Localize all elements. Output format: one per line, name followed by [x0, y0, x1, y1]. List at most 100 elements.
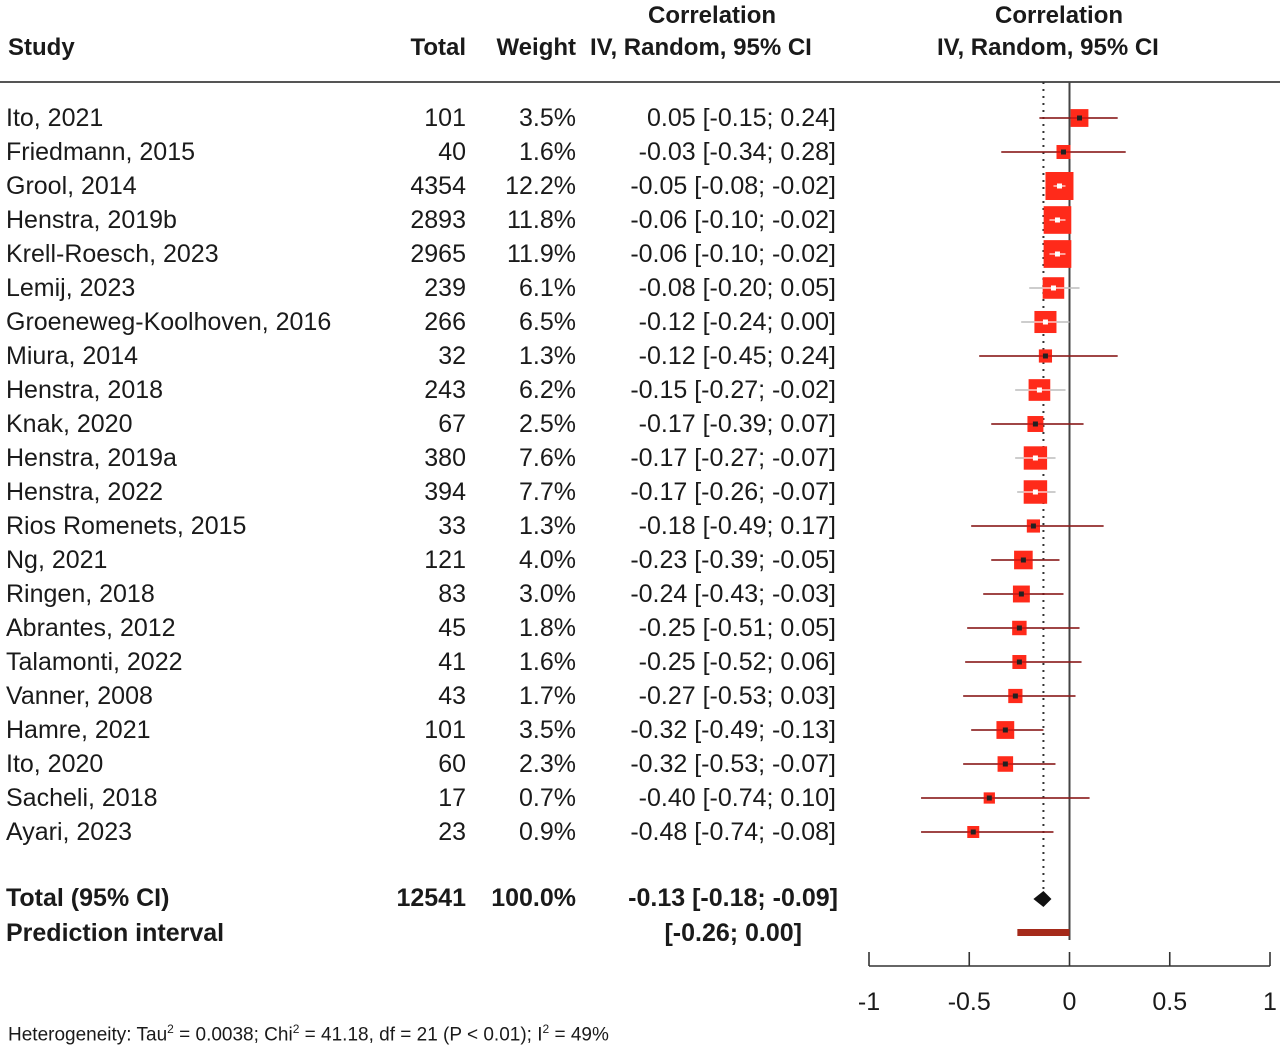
study-weight: 3.5% — [519, 716, 576, 744]
study-point-estimate — [1012, 693, 1018, 699]
total-ci: -0.13 [-0.18; -0.09] — [628, 884, 838, 912]
study-total: 394 — [424, 478, 466, 506]
study-point-estimate — [1056, 183, 1062, 189]
study-ci: -0.12 [-0.45; 0.24] — [638, 342, 836, 370]
study-weight: 0.9% — [519, 818, 576, 846]
study-point-estimate — [970, 829, 976, 835]
study-ci: -0.25 [-0.51; 0.05] — [638, 614, 836, 642]
study-total: 266 — [424, 308, 466, 336]
study-weight: 11.9% — [506, 240, 576, 268]
study-ci: -0.32 [-0.49; -0.13] — [630, 716, 836, 744]
study-name: Lemij, 2023 — [6, 274, 136, 302]
study-total: 17 — [438, 784, 466, 812]
study-total: 67 — [438, 410, 466, 438]
study-total: 41 — [438, 648, 466, 676]
study-ci: -0.27 [-0.53; 0.03] — [638, 682, 836, 710]
study-weight: 3.0% — [519, 580, 576, 608]
x-tick-label: 0 — [1063, 988, 1077, 1016]
study-total: 32 — [438, 342, 466, 370]
study-ci: -0.18 [-0.49; 0.17] — [638, 512, 836, 540]
study-name: Knak, 2020 — [6, 410, 133, 438]
x-tick-label: -1 — [858, 988, 880, 1016]
study-name: Ito, 2020 — [6, 750, 104, 778]
study-point-estimate — [1036, 387, 1042, 393]
study-ci: -0.03 [-0.34; 0.28] — [638, 138, 836, 166]
study-weight: 11.8% — [506, 206, 576, 234]
study-ci: -0.17 [-0.26; -0.07] — [630, 478, 836, 506]
study-ci: -0.12 [-0.24; 0.00] — [638, 308, 836, 336]
study-total: 60 — [438, 750, 466, 778]
study-total: 239 — [424, 274, 466, 302]
study-name: Groeneweg-Koolhoven, 2016 — [6, 308, 332, 336]
study-name: Henstra, 2018 — [6, 376, 164, 404]
study-total: 23 — [438, 818, 466, 846]
pooled-diamond — [1033, 891, 1052, 907]
study-total: 101 — [424, 716, 466, 744]
header-ci-line1: Correlation — [648, 2, 777, 29]
study-point-estimate — [1016, 659, 1022, 665]
study-point-estimate — [1060, 149, 1066, 155]
study-name: Ng, 2021 — [6, 546, 108, 574]
study-weight: 2.3% — [519, 750, 576, 778]
study-ci: -0.32 [-0.53; -0.07] — [630, 750, 836, 778]
study-name: Henstra, 2019a — [6, 444, 177, 472]
study-ci: 0.05 [-0.15; 0.24] — [646, 104, 836, 132]
study-weight: 1.6% — [519, 138, 576, 166]
study-point-estimate — [1077, 115, 1083, 121]
study-point-estimate — [1054, 217, 1060, 223]
study-ci: -0.23 [-0.39; -0.05] — [630, 546, 836, 574]
study-weight: 12.2% — [505, 172, 576, 200]
study-point-estimate — [1002, 727, 1008, 733]
total-n: 12541 — [396, 884, 466, 912]
x-tick-label: 1 — [1263, 988, 1277, 1016]
study-point-estimate — [986, 795, 992, 801]
study-total: 83 — [438, 580, 466, 608]
study-weight: 1.6% — [519, 648, 576, 676]
study-total: 101 — [424, 104, 466, 132]
x-tick-label: 0.5 — [1152, 988, 1187, 1016]
study-point-estimate — [1032, 455, 1038, 461]
study-point-estimate — [1054, 251, 1060, 257]
study-point-estimate — [1032, 421, 1038, 427]
study-name: Grool, 2014 — [6, 172, 137, 200]
study-name: Talamonti, 2022 — [6, 648, 183, 676]
study-total: 33 — [438, 512, 466, 540]
header-weight: Weight — [496, 34, 576, 61]
study-ci: -0.17 [-0.39; 0.07] — [638, 410, 836, 438]
study-name: Abrantes, 2012 — [6, 614, 176, 642]
study-ci: -0.05 [-0.08; -0.02] — [630, 172, 836, 200]
study-weight: 4.0% — [519, 546, 576, 574]
study-ci: -0.25 [-0.52; 0.06] — [638, 648, 836, 676]
study-name: Henstra, 2019b — [6, 206, 177, 234]
prediction-label: Prediction interval — [6, 919, 225, 947]
study-ci: -0.06 [-0.10; -0.02] — [630, 240, 836, 268]
study-ci: -0.24 [-0.43; -0.03] — [630, 580, 836, 608]
study-total: 380 — [424, 444, 466, 472]
prediction-interval-bar — [1017, 929, 1070, 936]
study-weight: 7.6% — [519, 444, 576, 472]
header-total: Total — [410, 34, 466, 61]
study-total: 243 — [424, 376, 466, 404]
study-weight: 2.5% — [519, 410, 576, 438]
total-weight: 100.0% — [491, 884, 576, 912]
study-total: 4354 — [410, 172, 466, 200]
study-name: Rios Romenets, 2015 — [6, 512, 247, 540]
study-name: Sacheli, 2018 — [6, 784, 158, 812]
study-weight: 1.3% — [519, 512, 576, 540]
header-ci-line2: IV, Random, 95% CI — [590, 34, 812, 61]
study-name: Friedmann, 2015 — [6, 138, 196, 166]
study-point-estimate — [1042, 353, 1048, 359]
header-study: Study — [8, 34, 75, 61]
study-ci: -0.08 [-0.20; 0.05] — [638, 274, 836, 302]
study-weight: 1.3% — [519, 342, 576, 370]
study-total: 45 — [438, 614, 466, 642]
header-plot-line1: Correlation — [995, 2, 1124, 29]
heterogeneity-footnote: Heterogeneity: Tau2 = 0.0038; Chi2 = 41.… — [8, 1022, 609, 1046]
study-name: Ito, 2021 — [6, 104, 104, 132]
study-point-estimate — [1002, 761, 1008, 767]
study-ci: -0.48 [-0.74; -0.08] — [630, 818, 836, 846]
study-point-estimate — [1032, 489, 1038, 495]
study-name: Ayari, 2023 — [6, 818, 133, 846]
study-weight: 1.8% — [519, 614, 576, 642]
